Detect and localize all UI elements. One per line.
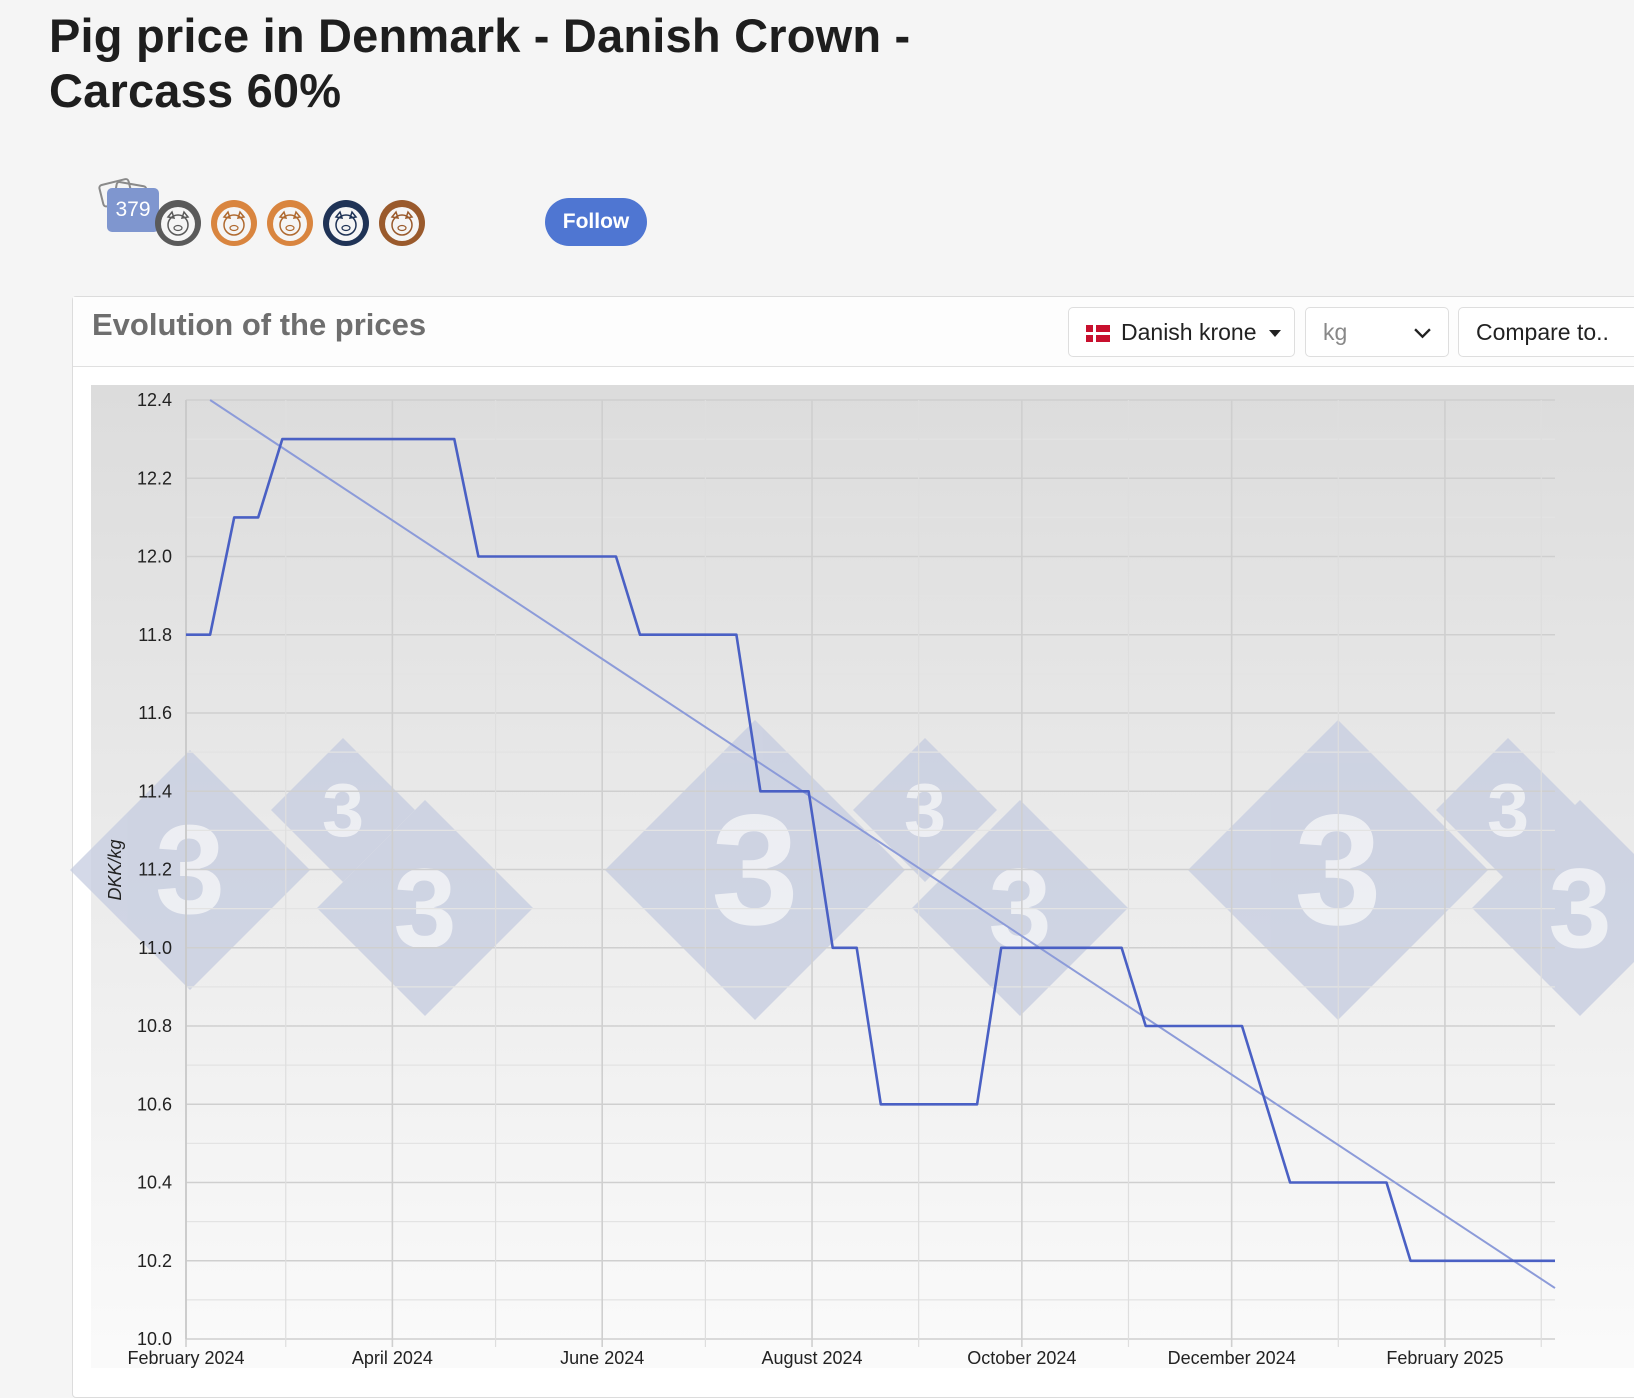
pig-badge-navy-icon[interactable] xyxy=(321,198,371,248)
x-tick-label: December 2024 xyxy=(1168,1348,1296,1368)
trend-line xyxy=(209,399,1556,1289)
watermark-mark: 3 xyxy=(1472,800,1634,1016)
chart-area: 333333333 12.412.212.011.811.611.411.211… xyxy=(70,385,1634,1385)
y-axis-ticks: 12.4 12.2 12.0 11.8 11.6 11.4 11.2 11.0 10.8 10.6… xyxy=(137,390,172,1349)
y-tick-label: 10.4 xyxy=(137,1173,172,1193)
denmark-flag-icon xyxy=(1086,325,1110,342)
y-tick-label: 11.6 xyxy=(138,703,172,723)
card-count-badge[interactable]: 379 xyxy=(107,188,159,232)
x-tick-label: August 2024 xyxy=(761,1348,862,1368)
watermark-mark: 3 xyxy=(271,738,415,882)
y-axis-label: DKK/kg xyxy=(105,839,125,900)
pig-badge-orange-icon[interactable] xyxy=(265,198,315,248)
y-tick-label: 11.0 xyxy=(138,938,172,958)
price-chart: 333333333 12.412.212.011.811.611.411.211… xyxy=(70,385,1634,1385)
price-series-line xyxy=(186,437,1555,1263)
x-tick-label: February 2025 xyxy=(1386,1348,1503,1368)
y-tick-label: 12.4 xyxy=(137,390,172,410)
y-tick-label: 10.8 xyxy=(137,1016,172,1036)
svg-text:3: 3 xyxy=(1487,769,1529,853)
follow-button[interactable]: Follow xyxy=(545,198,647,246)
x-axis-ticks: February 2024 April 2024 June 2024 August 2… xyxy=(127,1348,1503,1368)
major-gridlines xyxy=(185,399,1555,1347)
minor-gridlines xyxy=(186,438,1555,1301)
x-tick-label: April 2024 xyxy=(352,1348,433,1368)
pig-badge-gray-icon[interactable] xyxy=(153,198,203,248)
svg-text:3: 3 xyxy=(1548,845,1611,972)
y-tick-label: 12.0 xyxy=(137,547,172,567)
caret-down-icon xyxy=(1269,330,1281,337)
svg-text:3: 3 xyxy=(322,769,364,853)
x-tick-label: October 2024 xyxy=(967,1348,1076,1368)
compare-label: Compare to.. xyxy=(1476,319,1609,345)
panel-title: Evolution of the prices xyxy=(92,307,427,342)
unit-value: kg xyxy=(1323,319,1348,345)
pig-badge-brown-icon[interactable] xyxy=(377,198,427,248)
watermark-mark: 3 xyxy=(853,738,997,882)
currency-dropdown[interactable]: Danish krone xyxy=(1068,307,1295,357)
x-tick-label: February 2024 xyxy=(127,1348,244,1368)
chevron-down-icon xyxy=(1414,328,1431,339)
y-tick-label: 11.2 xyxy=(138,860,172,880)
watermark-mark: 3 xyxy=(1436,738,1580,882)
pig-badge-orange-icon[interactable] xyxy=(209,198,259,248)
svg-text:3: 3 xyxy=(904,769,946,853)
y-tick-label: 10.2 xyxy=(137,1251,172,1271)
panel-header: Evolution of the prices Danish krone kg … xyxy=(73,297,1634,367)
y-tick-label: 11.8 xyxy=(138,625,172,645)
y-tick-label: 11.4 xyxy=(138,781,172,801)
currency-label: Danish krone xyxy=(1121,319,1257,345)
y-tick-label: 10.0 xyxy=(137,1329,172,1349)
y-tick-label: 12.2 xyxy=(137,468,172,488)
badge-row: 379 Follow xyxy=(95,178,647,248)
compare-to-dropdown[interactable]: Compare to.. xyxy=(1458,307,1634,357)
unit-select[interactable]: kg xyxy=(1305,307,1449,357)
page-title: Pig price in Denmark - Danish Crown - Ca… xyxy=(49,9,911,117)
series-layer xyxy=(186,399,1556,1289)
x-tick-label: June 2024 xyxy=(560,1348,644,1368)
y-tick-label: 10.6 xyxy=(137,1094,172,1114)
